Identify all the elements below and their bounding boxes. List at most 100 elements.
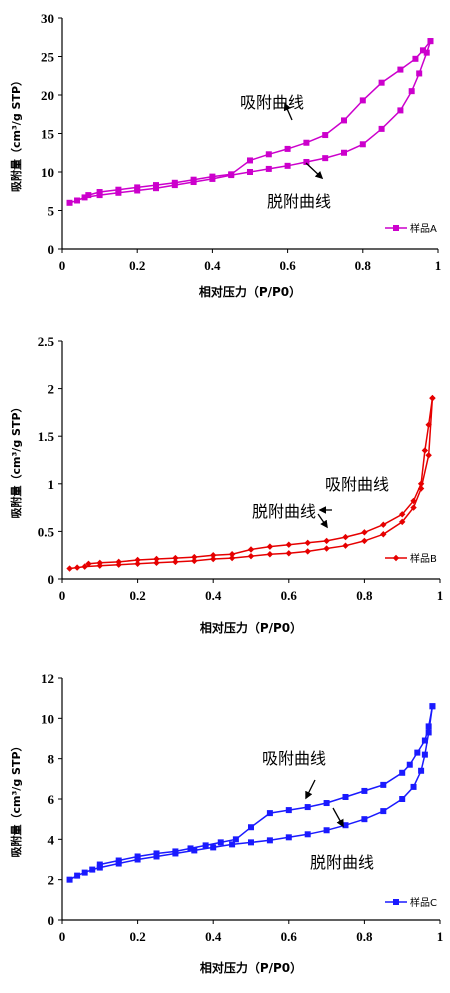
legend-swatch-marker	[392, 554, 400, 562]
x-tick-label: 1	[437, 588, 444, 603]
data-point	[361, 537, 368, 545]
data-point	[202, 842, 209, 849]
data-point	[96, 861, 103, 868]
data-point	[172, 848, 179, 855]
data-point	[421, 751, 428, 758]
data-point	[153, 559, 160, 567]
series-desorption-1	[96, 703, 436, 868]
data-point	[228, 551, 236, 558]
data-point	[285, 834, 292, 841]
data-point	[427, 38, 434, 45]
data-point	[342, 793, 349, 800]
data-point	[359, 141, 366, 148]
data-point	[228, 171, 235, 178]
y-tick-label: 25	[41, 50, 55, 65]
x-tick-label: 0.2	[129, 258, 145, 273]
data-point	[425, 452, 432, 459]
y-tick-label: 0	[48, 913, 55, 928]
data-point	[191, 557, 198, 565]
data-point	[410, 497, 417, 505]
x-tick-label: 0.8	[356, 929, 373, 944]
x-tick-label: 1	[437, 929, 444, 944]
data-point	[89, 866, 96, 873]
data-point	[304, 539, 311, 547]
data-point	[153, 185, 159, 192]
data-point	[81, 563, 88, 570]
y-tick-label: 4	[48, 832, 55, 847]
data-point	[85, 192, 92, 199]
x-tick-label: 0.8	[356, 588, 373, 603]
data-point	[429, 703, 436, 710]
data-point	[417, 480, 425, 487]
x-tick-label: 0.6	[279, 258, 296, 273]
data-point	[248, 839, 254, 846]
x-tick-label: 0	[59, 258, 66, 273]
legend: 样品B	[385, 552, 437, 565]
data-point	[247, 552, 255, 560]
annotation-adsorption-label: 吸附曲线	[240, 93, 304, 112]
series-line	[69, 398, 434, 570]
data-point	[171, 179, 178, 186]
data-point	[419, 47, 426, 54]
data-point	[410, 783, 417, 790]
data-point	[406, 761, 413, 768]
series-desorption-1	[85, 394, 436, 567]
x-tick-label: 0.6	[281, 929, 298, 944]
data-point	[341, 149, 347, 156]
x-tick-label: 0.2	[129, 929, 145, 944]
annotation-desorption-label: 脱附曲线	[252, 502, 316, 521]
x-tick-label: 0	[59, 929, 66, 944]
legend: 样品A	[385, 222, 437, 235]
annotation-adsorption-label: 吸附曲线	[325, 475, 389, 494]
data-point	[134, 556, 141, 564]
arrow-desorption	[317, 513, 328, 529]
data-point	[425, 729, 432, 736]
series-desorption-1	[85, 38, 434, 199]
data-point	[378, 79, 385, 86]
x-tick-label: 0.4	[205, 588, 222, 603]
data-point	[96, 189, 103, 196]
data-point	[304, 831, 311, 838]
data-point	[418, 767, 425, 774]
data-point	[96, 559, 103, 567]
legend-swatch-marker	[393, 225, 399, 231]
data-point	[134, 853, 141, 860]
y-tick-label: 2	[48, 873, 55, 888]
data-point	[217, 839, 224, 846]
data-point	[134, 187, 141, 194]
data-point	[153, 555, 160, 563]
data-point	[304, 804, 311, 811]
data-point	[380, 808, 387, 815]
data-point	[322, 132, 329, 139]
data-point	[399, 796, 406, 802]
data-point	[266, 810, 273, 817]
data-point	[342, 533, 349, 541]
arrow-desorption	[332, 807, 344, 828]
y-tick-label: 12	[41, 671, 54, 686]
legend: 样品C	[385, 896, 437, 909]
chart-panel-2: 0 2 4 6 8 10 12 0 0.2 0.4 0.6 0.8 1 相对压力（P/P0） 吸附量（cm³…	[9, 671, 443, 975]
data-point	[228, 554, 236, 562]
y-tick-label: 0	[48, 242, 55, 257]
x-axis-label: 相对压力（P/P0）	[199, 284, 301, 299]
data-point	[115, 189, 122, 196]
data-point	[191, 847, 198, 854]
data-point	[210, 552, 217, 559]
data-point	[190, 176, 197, 183]
data-point	[342, 822, 349, 829]
data-point	[304, 548, 311, 555]
data-point	[66, 565, 73, 572]
data-point	[134, 560, 141, 567]
data-point	[359, 97, 366, 104]
data-point	[210, 555, 217, 563]
x-axis-label: 相对压力（P/P0）	[200, 960, 302, 975]
data-point	[266, 543, 274, 550]
data-point	[342, 542, 349, 549]
data-point	[285, 541, 292, 548]
y-axis-label: 吸附量（cm³/g STP）	[9, 740, 23, 857]
data-point	[399, 511, 406, 518]
y-tick-label: 30	[41, 11, 54, 26]
data-point	[380, 781, 387, 788]
legend-label: 样品C	[410, 896, 437, 909]
y-tick-label: 10	[41, 165, 54, 180]
